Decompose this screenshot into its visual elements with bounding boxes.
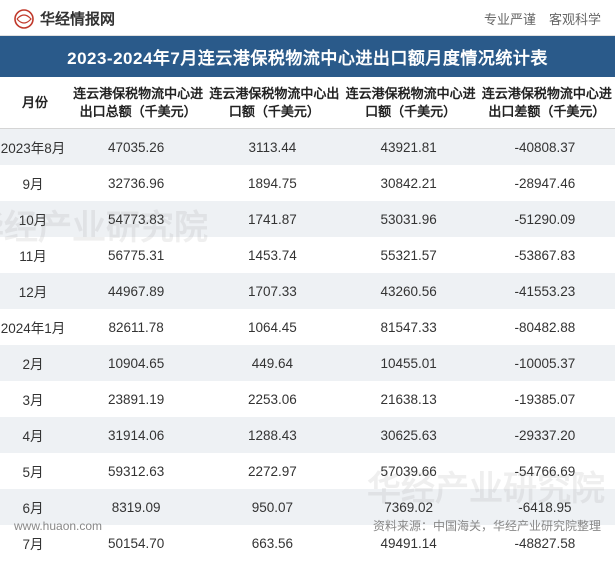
col-export: 连云港保税物流中心出口额（千美元） bbox=[206, 77, 342, 129]
cell-total: 10904.65 bbox=[70, 345, 206, 381]
cell-month: 12月 bbox=[0, 273, 70, 309]
cell-month: 2024年1月 bbox=[0, 309, 70, 345]
brand-name: 华经情报网 bbox=[40, 8, 115, 29]
brand: 华经情报网 bbox=[14, 8, 115, 29]
footer-url: www.huaon.com bbox=[14, 519, 102, 533]
cell-export: 3113.44 bbox=[206, 129, 342, 166]
footer-source: 资料来源：中国海关，华经产业研究院整理 bbox=[373, 517, 601, 534]
data-table: 月份 连云港保税物流中心进出口总额（千美元） 连云港保税物流中心出口额（千美元）… bbox=[0, 77, 615, 561]
cell-export: 1741.87 bbox=[206, 201, 342, 237]
col-import: 连云港保税物流中心进口额（千美元） bbox=[343, 77, 479, 129]
cell-month: 5月 bbox=[0, 453, 70, 489]
table-row: 11月56775.311453.7455321.57-53867.83 bbox=[0, 237, 615, 273]
table-row: 3月23891.192253.0621638.13-19385.07 bbox=[0, 381, 615, 417]
footer-bar: www.huaon.com 资料来源：中国海关，华经产业研究院整理 bbox=[0, 511, 615, 538]
cell-export: 1894.75 bbox=[206, 165, 342, 201]
cell-diff: -51290.09 bbox=[479, 201, 615, 237]
table-row: 2月10904.65449.6410455.01-10005.37 bbox=[0, 345, 615, 381]
cell-export: 1453.74 bbox=[206, 237, 342, 273]
cell-total: 82611.78 bbox=[70, 309, 206, 345]
cell-diff: -54766.69 bbox=[479, 453, 615, 489]
cell-total: 44967.89 bbox=[70, 273, 206, 309]
cell-export: 449.64 bbox=[206, 345, 342, 381]
cell-total: 56775.31 bbox=[70, 237, 206, 273]
col-month: 月份 bbox=[0, 77, 70, 129]
cell-total: 54773.83 bbox=[70, 201, 206, 237]
cell-import: 57039.66 bbox=[343, 453, 479, 489]
cell-import: 30625.63 bbox=[343, 417, 479, 453]
cell-total: 47035.26 bbox=[70, 129, 206, 166]
cell-import: 81547.33 bbox=[343, 309, 479, 345]
table-row: 2024年1月82611.781064.4581547.33-80482.88 bbox=[0, 309, 615, 345]
cell-export: 1064.45 bbox=[206, 309, 342, 345]
table-row: 2023年8月47035.263113.4443921.81-40808.37 bbox=[0, 129, 615, 166]
cell-diff: -41553.23 bbox=[479, 273, 615, 309]
cell-total: 23891.19 bbox=[70, 381, 206, 417]
cell-export: 1288.43 bbox=[206, 417, 342, 453]
cell-diff: -40808.37 bbox=[479, 129, 615, 166]
cell-month: 2月 bbox=[0, 345, 70, 381]
table-row: 12月44967.891707.3343260.56-41553.23 bbox=[0, 273, 615, 309]
cell-diff: -80482.88 bbox=[479, 309, 615, 345]
cell-export: 2253.06 bbox=[206, 381, 342, 417]
col-total: 连云港保税物流中心进出口总额（千美元） bbox=[70, 77, 206, 129]
cell-total: 32736.96 bbox=[70, 165, 206, 201]
tagline: 专业严谨 客观科学 bbox=[484, 9, 601, 28]
cell-import: 21638.13 bbox=[343, 381, 479, 417]
table-row: 5月59312.632272.9757039.66-54766.69 bbox=[0, 453, 615, 489]
cell-import: 53031.96 bbox=[343, 201, 479, 237]
cell-diff: -19385.07 bbox=[479, 381, 615, 417]
cell-export: 1707.33 bbox=[206, 273, 342, 309]
cell-month: 2023年8月 bbox=[0, 129, 70, 166]
logo-icon bbox=[14, 9, 34, 29]
cell-month: 4月 bbox=[0, 417, 70, 453]
cell-total: 59312.63 bbox=[70, 453, 206, 489]
cell-month: 11月 bbox=[0, 237, 70, 273]
cell-import: 30842.21 bbox=[343, 165, 479, 201]
cell-month: 9月 bbox=[0, 165, 70, 201]
header-bar: 华经情报网 专业严谨 客观科学 bbox=[0, 0, 615, 36]
cell-import: 43260.56 bbox=[343, 273, 479, 309]
cell-diff: -29337.20 bbox=[479, 417, 615, 453]
cell-total: 31914.06 bbox=[70, 417, 206, 453]
cell-import: 43921.81 bbox=[343, 129, 479, 166]
cell-month: 3月 bbox=[0, 381, 70, 417]
cell-month: 10月 bbox=[0, 201, 70, 237]
col-diff: 连云港保税物流中心进出口差额（千美元） bbox=[479, 77, 615, 129]
cell-import: 10455.01 bbox=[343, 345, 479, 381]
cell-diff: -53867.83 bbox=[479, 237, 615, 273]
page-title: 2023-2024年7月连云港保税物流中心进出口额月度情况统计表 bbox=[0, 36, 615, 77]
cell-diff: -10005.37 bbox=[479, 345, 615, 381]
cell-diff: -28947.46 bbox=[479, 165, 615, 201]
cell-import: 55321.57 bbox=[343, 237, 479, 273]
table-row: 4月31914.061288.4330625.63-29337.20 bbox=[0, 417, 615, 453]
table-header-row: 月份 连云港保税物流中心进出口总额（千美元） 连云港保税物流中心出口额（千美元）… bbox=[0, 77, 615, 129]
cell-export: 2272.97 bbox=[206, 453, 342, 489]
table-row: 9月32736.961894.7530842.21-28947.46 bbox=[0, 165, 615, 201]
table-row: 10月54773.831741.8753031.96-51290.09 bbox=[0, 201, 615, 237]
